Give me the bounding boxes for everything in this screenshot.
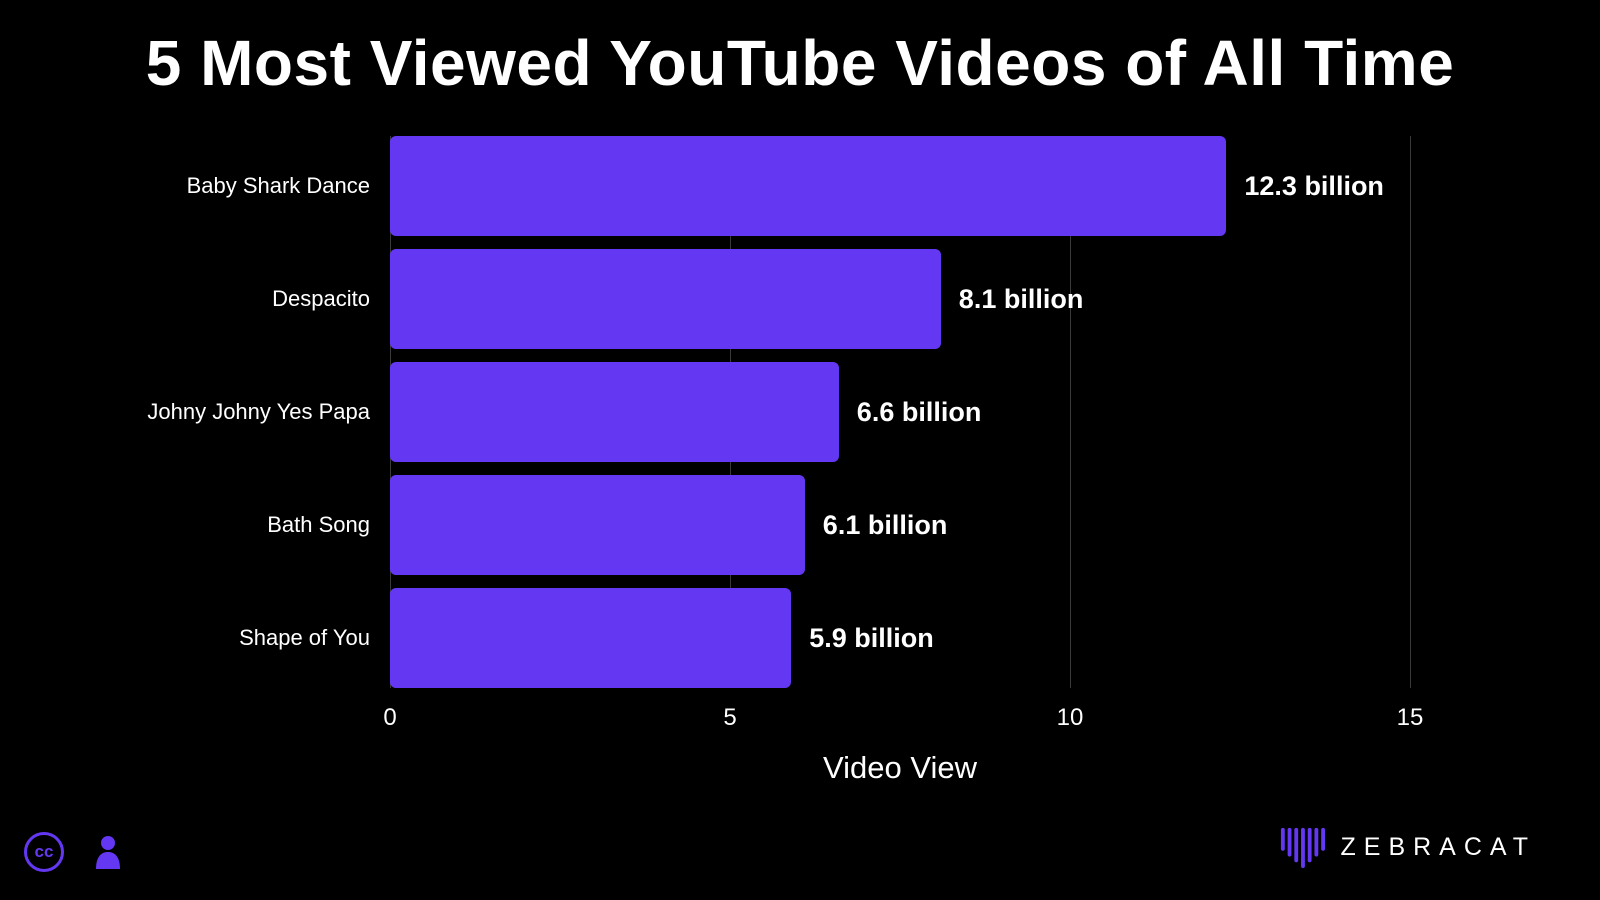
bar (390, 136, 1227, 236)
chart-row: Bath Song 6.1 billion (0, 475, 1410, 575)
x-axis-tick: 10 (1056, 704, 1084, 731)
x-axis-tick: 15 (1396, 704, 1424, 731)
chart-row: Baby Shark Dance 12.3 billion (0, 136, 1410, 236)
attribution-icons: cc (24, 832, 124, 872)
brand-logo: ZEBRACAT (1279, 824, 1537, 870)
person-icon (96, 836, 120, 869)
x-axis-tick: 5 (723, 704, 737, 731)
bar-value-label: 6.6 billion (856, 396, 982, 427)
chart-row: Shape of You 5.9 billion (0, 588, 1410, 688)
bar-category-label: Despacito (272, 286, 370, 311)
gridline (1410, 136, 1411, 688)
zebracat-brand-text: ZEBRACAT (1340, 832, 1536, 861)
bar-track: 6.6 billion (390, 362, 1410, 462)
bar (390, 249, 941, 349)
gridline (1070, 136, 1071, 688)
bar-track: 12.3 billion (390, 136, 1410, 236)
bar (390, 588, 792, 688)
zebracat-logo-icon (1280, 827, 1325, 869)
bar (390, 475, 805, 575)
chart-title: 5 Most Viewed YouTube Videos of All Time (145, 27, 1455, 99)
chart-row: Despacito 8.1 billion (0, 249, 1410, 349)
bar (390, 362, 839, 462)
bar-track: 5.9 billion (390, 588, 1410, 688)
chart-rows: Baby Shark Dance 12.3 billion Despacito 8.1… (0, 136, 1410, 688)
x-axis-tick: 0 (383, 704, 397, 731)
bar-track: 6.1 billion (390, 475, 1410, 575)
bar-category-label: Johny Johny Yes Papa (147, 399, 370, 424)
bar-category-label: Bath Song (267, 512, 370, 537)
creative-commons-icon: cc (24, 832, 64, 872)
x-axis-ticks: 0 5 10 15 (383, 704, 1423, 736)
bar-chart: Baby Shark Dance 12.3 billion Despacito 8.1… (0, 136, 1423, 786)
x-axis-label: Video View (823, 750, 977, 785)
bar-value-label: 6.1 billion (822, 509, 948, 540)
bar-category-label: Shape of You (239, 625, 370, 650)
bar-track: 8.1 billion (390, 249, 1410, 349)
bar-value-label: 12.3 billion (1244, 170, 1384, 201)
chart-row: Johny Johny Yes Papa 6.6 billion (0, 362, 1410, 462)
bar-category-label: Baby Shark Dance (186, 173, 370, 198)
bar-value-label: 8.1 billion (958, 283, 1084, 314)
bar-value-label: 5.9 billion (809, 622, 934, 653)
